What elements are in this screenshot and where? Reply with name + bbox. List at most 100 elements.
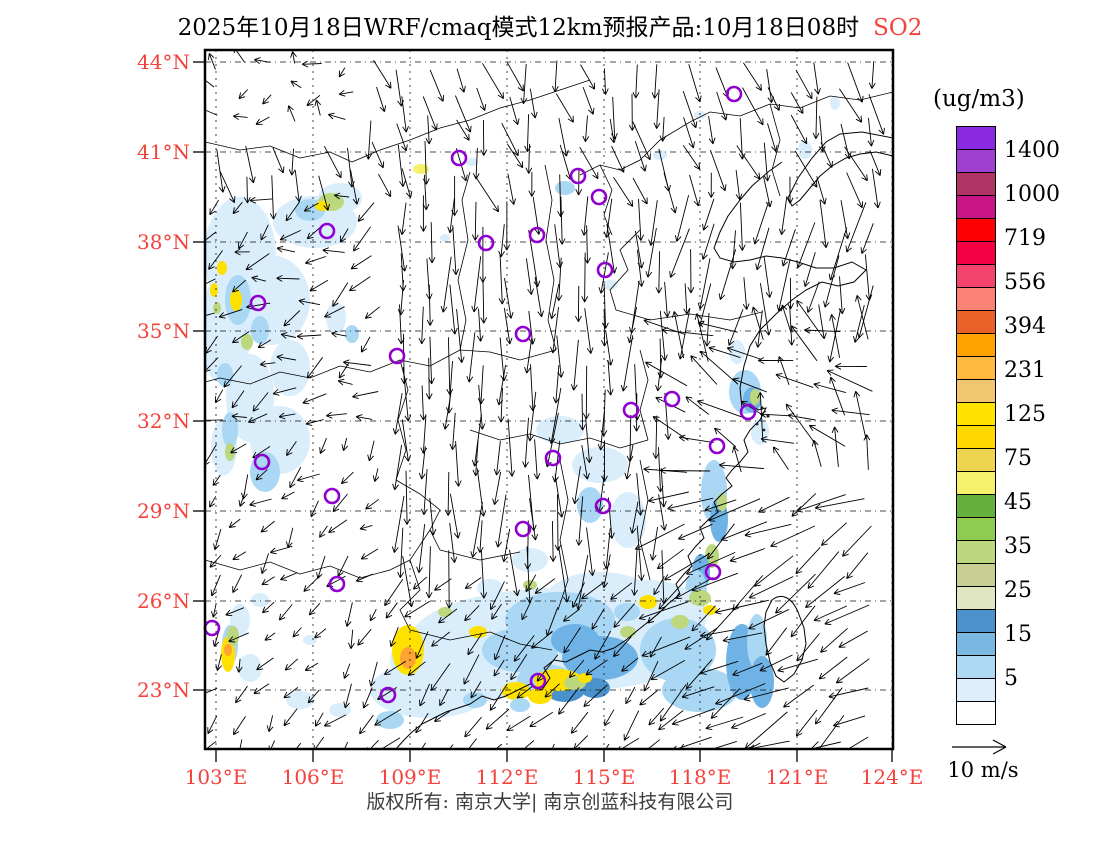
wind-arrow <box>504 277 514 319</box>
wind-arrow <box>708 346 741 359</box>
wind-arrow <box>280 332 296 339</box>
pollution-blob <box>400 647 416 669</box>
wind-arrow <box>231 390 245 409</box>
wind-arrow <box>531 631 553 649</box>
wind-arrow <box>499 337 508 382</box>
wind-arrow <box>620 335 634 392</box>
wind-arrow <box>868 61 876 89</box>
wind-arrow <box>399 202 407 236</box>
wind-arrow <box>702 740 737 749</box>
wind-arrow <box>278 412 296 420</box>
wind-arrow <box>214 389 224 404</box>
wind-arrow <box>307 689 320 704</box>
wind-arrow <box>209 496 217 508</box>
wind-arrow <box>667 497 714 511</box>
wind-arrow <box>420 415 428 454</box>
wind-arrow <box>223 365 242 388</box>
wind-arrow <box>648 200 658 246</box>
wind-arrow <box>324 306 345 318</box>
wind-arrow <box>422 140 430 185</box>
wind-arrow <box>529 88 538 119</box>
wind-arrow <box>609 118 617 144</box>
wind-arrow <box>283 310 301 327</box>
wind-arrow <box>760 436 795 444</box>
wind-arrow <box>729 548 766 563</box>
wind-arrow <box>636 473 644 516</box>
pollution-blob <box>751 419 769 445</box>
wind-arrow <box>606 360 614 396</box>
wind-arrow <box>509 549 520 597</box>
wind-arrow <box>705 716 744 731</box>
wind-arrow <box>853 390 867 440</box>
wind-arrow <box>795 546 821 575</box>
pollution-blob <box>639 595 657 609</box>
wind-arrow <box>482 63 504 99</box>
wind-arrow <box>582 115 590 143</box>
wind-arrow <box>464 577 482 590</box>
wind-arrow <box>681 686 715 699</box>
wind-arrow <box>647 607 666 624</box>
wind-arrow <box>261 576 275 586</box>
wind-arrow <box>701 223 715 260</box>
wind-arrow <box>581 445 590 480</box>
wind-arrow <box>753 201 769 245</box>
wind-arrow <box>636 525 645 581</box>
pollution-blob <box>326 302 346 334</box>
wind-arrow <box>230 443 247 454</box>
wind-arrow <box>842 525 872 557</box>
wind-arrow <box>339 228 349 243</box>
wind-arrow <box>476 520 484 553</box>
wind-arrow <box>563 627 581 654</box>
wind-arrow <box>683 117 695 149</box>
wind-arrow <box>272 147 285 174</box>
wind-arrow <box>232 279 247 293</box>
wind-arrow <box>373 59 392 89</box>
wind-arrow <box>463 654 480 685</box>
wind-arrow <box>238 89 249 100</box>
wind-arrow <box>498 224 505 258</box>
wind-arrow <box>626 414 634 462</box>
wind-arrow <box>536 654 559 682</box>
wind-arrow <box>715 683 766 705</box>
wind-arrow <box>656 548 684 570</box>
wind-arrow <box>396 123 408 152</box>
city-marker <box>323 487 341 505</box>
wind-arrow <box>623 710 640 741</box>
wind-arrow <box>305 419 324 427</box>
wind-arrow <box>260 224 269 241</box>
wind-arrow <box>215 654 222 671</box>
wind-arrow <box>235 658 243 673</box>
wind-arrow <box>528 474 537 532</box>
wind-arrow <box>617 737 640 749</box>
wind-arrow <box>444 471 452 516</box>
wind-arrow <box>522 417 529 468</box>
pollution-blob <box>466 158 478 166</box>
wind-arrow <box>860 223 874 254</box>
wind-arrow <box>702 198 715 231</box>
wind-arrow <box>489 683 508 711</box>
wind-arrow <box>352 391 379 400</box>
colorbar-tick-label: 125 <box>1004 402 1046 427</box>
wind-arrow <box>748 576 794 599</box>
wind-arrow <box>264 632 276 641</box>
wind-arrow <box>648 707 665 726</box>
pollution-blob <box>238 654 262 682</box>
pollution-blob <box>438 607 452 617</box>
wind-arrow <box>777 658 818 673</box>
wind-arrow <box>632 121 651 161</box>
wind-arrow <box>520 63 528 105</box>
wind-arrow <box>310 500 319 518</box>
province-borders <box>205 79 893 651</box>
wind-arrow <box>613 603 636 628</box>
wind-arrow <box>493 634 506 661</box>
wind-arrow <box>759 283 772 336</box>
wind-arrow <box>506 143 524 169</box>
pollution-blob <box>270 340 310 396</box>
wind-arrow <box>357 628 372 646</box>
wind-arrow <box>290 51 297 64</box>
wind-arrow <box>503 307 513 345</box>
city-marker <box>590 188 608 206</box>
city-marker <box>203 619 221 637</box>
wind-arrow <box>818 304 827 340</box>
wind-arrow <box>478 384 486 430</box>
